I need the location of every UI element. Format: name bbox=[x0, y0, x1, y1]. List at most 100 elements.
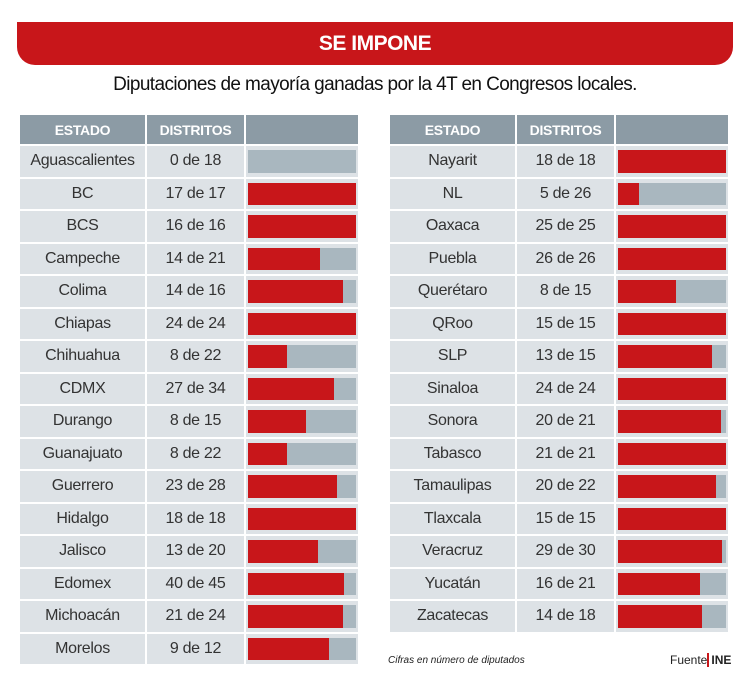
bar-won bbox=[248, 312, 356, 335]
title: SE IMPONE bbox=[318, 31, 432, 55]
bar-cell bbox=[246, 341, 358, 372]
bar-won bbox=[248, 540, 319, 563]
header-distritos: DISTRITOS bbox=[147, 115, 244, 144]
header-estado: ESTADO bbox=[20, 115, 145, 144]
bar-cell bbox=[616, 406, 728, 437]
table-row: BC 17 de 17 bbox=[20, 178, 358, 209]
bar-total bbox=[618, 280, 726, 303]
table-row: Querétaro 8 de 15 bbox=[390, 276, 728, 307]
table-row: SLP 13 de 15 bbox=[390, 341, 728, 372]
state-name: Querétaro bbox=[390, 276, 515, 307]
bar-won bbox=[248, 410, 306, 433]
title-banner: SE IMPONE bbox=[17, 22, 733, 65]
districts-value: 27 de 34 bbox=[147, 373, 244, 404]
bar-total bbox=[248, 540, 356, 563]
districts-value: 17 de 17 bbox=[147, 178, 244, 209]
bar-won bbox=[248, 637, 329, 660]
bar-total bbox=[618, 312, 726, 335]
table-row: Nayarit 18 de 18 bbox=[390, 146, 728, 177]
state-name: Aguascalientes bbox=[20, 146, 145, 177]
bar-total bbox=[248, 215, 356, 238]
table-row: QRoo 15 de 15 bbox=[390, 308, 728, 339]
state-name: CDMX bbox=[20, 373, 145, 404]
bar-cell bbox=[246, 276, 358, 307]
bar-cell bbox=[246, 243, 358, 274]
state-name: Puebla bbox=[390, 243, 515, 274]
bar-total bbox=[618, 540, 726, 563]
bar-total bbox=[248, 475, 356, 498]
bar-won bbox=[618, 572, 701, 595]
table-row: Chihuahua 8 de 22 bbox=[20, 341, 358, 372]
table-row: NL 5 de 26 bbox=[390, 178, 728, 209]
bar-total bbox=[248, 377, 356, 400]
bar-total bbox=[248, 345, 356, 368]
bar-cell bbox=[246, 568, 358, 599]
state-name: Colima bbox=[20, 276, 145, 307]
districts-value: 13 de 20 bbox=[147, 536, 244, 567]
bar-cell bbox=[246, 601, 358, 632]
bar-total bbox=[248, 637, 356, 660]
state-name: QRoo bbox=[390, 308, 515, 339]
state-name: Oaxaca bbox=[390, 211, 515, 242]
state-name: Jalisco bbox=[20, 536, 145, 567]
districts-value: 24 de 24 bbox=[517, 373, 614, 404]
bar-cell bbox=[616, 503, 728, 534]
bar-cell bbox=[246, 373, 358, 404]
bar-total bbox=[248, 280, 356, 303]
state-name: BC bbox=[20, 178, 145, 209]
state-name: NL bbox=[390, 178, 515, 209]
bar-won bbox=[248, 475, 337, 498]
source-label: Fuente bbox=[670, 653, 708, 667]
bar-won bbox=[618, 410, 721, 433]
state-name: Tamaulipas bbox=[390, 471, 515, 502]
districts-value: 29 de 30 bbox=[517, 536, 614, 567]
state-name: Veracruz bbox=[390, 536, 515, 567]
bar-cell bbox=[246, 211, 358, 242]
state-name: Guanajuato bbox=[20, 438, 145, 469]
districts-value: 14 de 18 bbox=[517, 601, 614, 632]
bar-won bbox=[248, 345, 288, 368]
state-name: Campeche bbox=[20, 243, 145, 274]
table-row: Zacatecas 14 de 18 bbox=[390, 601, 728, 632]
table-header: ESTADO DISTRITOS bbox=[390, 115, 728, 144]
table-row: Tlaxcala 15 de 15 bbox=[390, 503, 728, 534]
districts-value: 18 de 18 bbox=[147, 503, 244, 534]
source-name: INE bbox=[707, 653, 732, 667]
bar-won bbox=[618, 345, 712, 368]
bar-won bbox=[248, 247, 320, 270]
bar-total bbox=[618, 345, 726, 368]
state-name: Tlaxcala bbox=[390, 503, 515, 534]
districts-value: 20 de 21 bbox=[517, 406, 614, 437]
table-left: ESTADO DISTRITOS Aguascalientes 0 de 18 BC 17… bbox=[20, 115, 358, 666]
bar-total bbox=[618, 247, 726, 270]
bar-won bbox=[618, 280, 676, 303]
districts-value: 16 de 16 bbox=[147, 211, 244, 242]
bar-cell bbox=[616, 243, 728, 274]
bar-won bbox=[248, 280, 343, 303]
bar-total bbox=[618, 572, 726, 595]
districts-value: 23 de 28 bbox=[147, 471, 244, 502]
districts-value: 21 de 21 bbox=[517, 438, 614, 469]
table-row: Veracruz 29 de 30 bbox=[390, 536, 728, 567]
bar-cell bbox=[616, 308, 728, 339]
districts-value: 13 de 15 bbox=[517, 341, 614, 372]
table-row: Aguascalientes 0 de 18 bbox=[20, 146, 358, 177]
table-row: Oaxaca 25 de 25 bbox=[390, 211, 728, 242]
bar-total bbox=[248, 150, 356, 173]
bar-won bbox=[618, 605, 702, 628]
state-name: Nayarit bbox=[390, 146, 515, 177]
bar-cell bbox=[616, 601, 728, 632]
state-name: Morelos bbox=[20, 633, 145, 664]
bar-won bbox=[248, 442, 288, 465]
districts-value: 20 de 22 bbox=[517, 471, 614, 502]
bar-cell bbox=[616, 211, 728, 242]
bar-won bbox=[248, 605, 343, 628]
header-bar bbox=[616, 115, 728, 144]
districts-value: 24 de 24 bbox=[147, 308, 244, 339]
bar-cell bbox=[246, 503, 358, 534]
bar-total bbox=[618, 182, 726, 205]
table-row: Puebla 26 de 26 bbox=[390, 243, 728, 274]
districts-value: 8 de 15 bbox=[517, 276, 614, 307]
state-name: Guerrero bbox=[20, 471, 145, 502]
bar-total bbox=[618, 507, 726, 530]
